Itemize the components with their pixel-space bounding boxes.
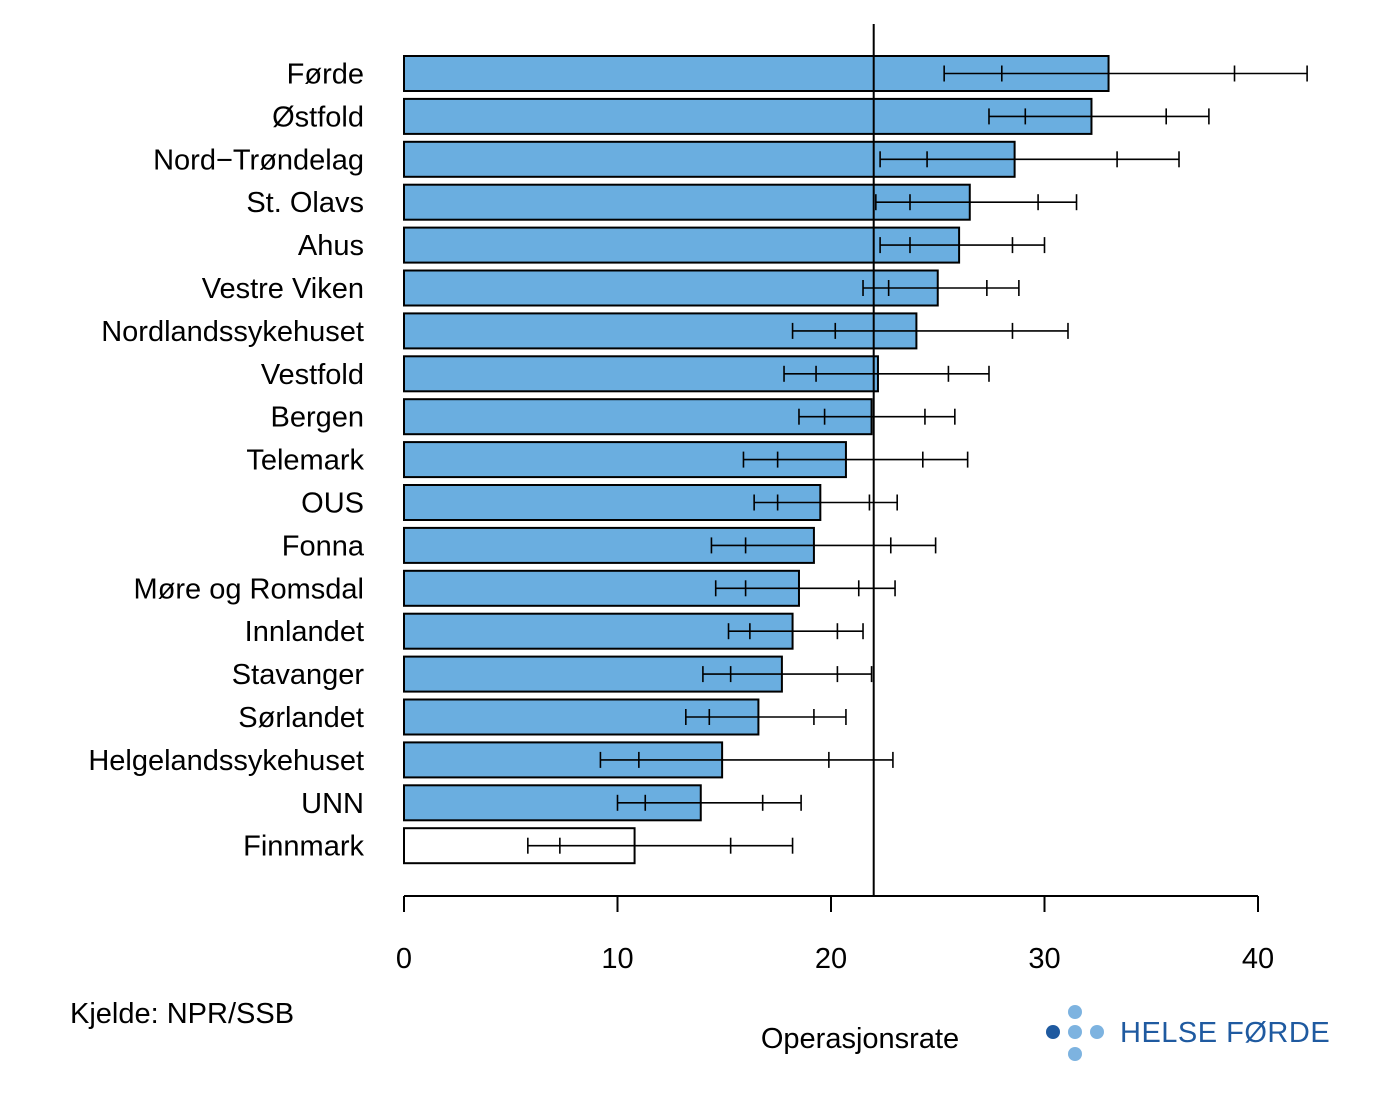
error-bar bbox=[599, 751, 894, 768]
category-label: Telemark bbox=[246, 445, 364, 477]
error-bar bbox=[875, 194, 1078, 211]
category-label: Finnmark bbox=[243, 831, 364, 863]
category-label: Møre og Romsdal bbox=[134, 573, 364, 605]
source-note: Kjelde: NPR/SSB bbox=[70, 998, 294, 1030]
x-tick-label: 40 bbox=[1242, 943, 1274, 975]
category-label: Bergen bbox=[270, 402, 364, 434]
error-bar bbox=[862, 280, 1020, 296]
category-label: Stavanger bbox=[232, 659, 365, 691]
category-label: Ahus bbox=[298, 230, 364, 262]
error-bar bbox=[702, 666, 873, 683]
error-bar bbox=[727, 623, 864, 640]
category-label: Nord−Trøndelag bbox=[153, 144, 364, 176]
x-axis-label: Operasjonsrate bbox=[761, 1023, 959, 1055]
bar bbox=[403, 441, 847, 479]
error-bar bbox=[527, 837, 794, 854]
error-bars bbox=[527, 65, 1308, 854]
error-bar bbox=[798, 408, 956, 425]
bar bbox=[403, 698, 760, 736]
logo-text: HELSE FØRDE bbox=[1120, 1017, 1330, 1049]
x-tick-label: 20 bbox=[815, 943, 847, 975]
error-bar bbox=[783, 365, 990, 382]
category-label: OUS bbox=[301, 488, 364, 520]
category-label: Sørlandet bbox=[238, 702, 364, 734]
error-bar bbox=[988, 108, 1210, 125]
category-labels: Førde Østfold Nord−Trøndelag St. Olavs Ahus V… bbox=[88, 59, 365, 863]
x-tick-label: 10 bbox=[601, 943, 633, 975]
category-label: UNN bbox=[301, 788, 364, 820]
category-label: Fonna bbox=[282, 530, 365, 562]
bar bbox=[403, 97, 1093, 135]
category-label: Vestfold bbox=[261, 359, 364, 391]
category-label: Østfold bbox=[272, 101, 364, 133]
category-label: Vestre Viken bbox=[202, 273, 364, 305]
error-bar bbox=[943, 65, 1308, 82]
error-bar bbox=[791, 322, 1069, 339]
x-tick-label: 30 bbox=[1028, 943, 1060, 975]
error-bar bbox=[879, 151, 1180, 168]
error-bar bbox=[879, 237, 1046, 254]
category-label: Helgelandssykehuset bbox=[88, 745, 364, 777]
x-axis: 0 10 20 30 40 bbox=[396, 895, 1274, 975]
bar bbox=[403, 398, 873, 436]
bar bbox=[403, 226, 961, 264]
bar bbox=[403, 269, 939, 307]
category-label: St. Olavs bbox=[246, 187, 364, 219]
error-bar bbox=[714, 580, 896, 597]
x-tick-label: 0 bbox=[396, 943, 412, 975]
category-label: Innlandet bbox=[245, 616, 364, 648]
category-label: Nordlandssykehuset bbox=[101, 316, 364, 348]
category-label: Førde bbox=[287, 59, 364, 91]
error-bar bbox=[742, 451, 969, 468]
error-bar bbox=[616, 794, 802, 811]
error-bar bbox=[710, 537, 937, 554]
error-bar bbox=[685, 709, 847, 725]
helse-forde-dots-icon bbox=[1046, 1005, 1104, 1061]
helse-forde-logo: HELSE FØRDE bbox=[1046, 1005, 1330, 1061]
